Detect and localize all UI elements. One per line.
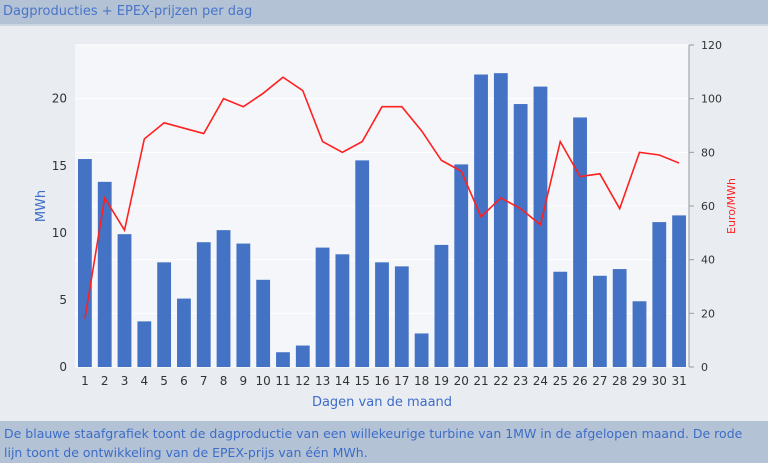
x-tick-label: 22 — [493, 374, 508, 388]
y-tick-label: 0 — [59, 360, 67, 374]
x-tick-label: 9 — [240, 374, 248, 388]
x-tick-label: 31 — [671, 374, 686, 388]
x-tick-label: 30 — [652, 374, 667, 388]
y2-tick-label: 80 — [701, 146, 715, 159]
y2-tick-label: 60 — [701, 200, 715, 213]
x-tick-label: 7 — [200, 374, 208, 388]
x-tick-label: 13 — [315, 374, 330, 388]
bar-day-29 — [632, 301, 647, 367]
x-tick-label: 23 — [513, 374, 528, 388]
x-tick-label: 5 — [160, 374, 168, 388]
y2-tick-label: 100 — [701, 93, 722, 106]
x-tick-label: 29 — [632, 374, 647, 388]
bar-day-27 — [592, 275, 607, 367]
x-tick-label: 15 — [355, 374, 370, 388]
x-tick-label: 28 — [612, 374, 627, 388]
y2-tick-label: 120 — [701, 39, 722, 52]
chart-description: De blauwe staafgrafiek toont de dagprodu… — [0, 421, 768, 463]
bar-day-9 — [236, 243, 251, 367]
bar-day-1 — [78, 159, 92, 367]
x-tick-label: 10 — [256, 374, 271, 388]
y-tick-label: 5 — [59, 293, 67, 307]
bar-day-26 — [573, 117, 587, 367]
bar-day-20 — [454, 164, 469, 367]
bar-day-30 — [652, 222, 667, 367]
bar-day-7 — [196, 242, 211, 367]
bar-day-6 — [177, 298, 191, 367]
bar-day-11 — [276, 352, 290, 367]
bar-day-15 — [355, 160, 370, 367]
bar-day-28 — [612, 269, 627, 367]
bar-day-22 — [493, 73, 508, 368]
x-tick-label: 27 — [592, 374, 607, 388]
bar-day-14 — [335, 254, 350, 367]
x-tick-label: 25 — [553, 374, 568, 388]
y-axis-label: MWh — [34, 190, 49, 222]
y2-tick-label: 0 — [701, 361, 708, 374]
x-tick-label: 14 — [335, 374, 350, 388]
bar-day-4 — [137, 321, 152, 367]
x-tick-label: 11 — [275, 374, 290, 388]
x-tick-label: 6 — [180, 374, 188, 388]
bar-day-12 — [295, 345, 310, 367]
y2-axis-label: Euro/MWh — [725, 178, 738, 234]
y2-tick-label: 20 — [701, 307, 715, 320]
bar-day-23 — [513, 104, 528, 368]
bar-day-31 — [672, 215, 686, 367]
x-tick-label: 3 — [121, 374, 129, 388]
x-tick-label: 21 — [473, 374, 488, 388]
x-tick-label: 20 — [454, 374, 469, 388]
y2-tick-label: 40 — [701, 254, 715, 267]
bar-day-3 — [117, 234, 132, 367]
bar-day-17 — [394, 266, 409, 367]
y-tick-label: 10 — [52, 226, 67, 240]
bar-day-19 — [434, 244, 449, 367]
x-axis-label: Dagen van de maand — [312, 395, 452, 410]
bar-day-24 — [533, 86, 548, 367]
x-tick-label: 19 — [434, 374, 449, 388]
x-tick-label: 12 — [295, 374, 310, 388]
y-tick-label: 15 — [52, 159, 67, 173]
chart-header-title: Dagproducties + EPEX-prijzen per dag — [3, 4, 253, 19]
x-tick-label: 2 — [101, 374, 109, 388]
bar-day-5 — [157, 262, 172, 367]
chart-header: Dagproducties + EPEX-prijzen per dag — [0, 0, 768, 26]
x-tick-label: 17 — [394, 374, 409, 388]
x-tick-label: 26 — [572, 374, 587, 388]
bar-day-21 — [474, 74, 488, 367]
x-tick-label: 1 — [81, 374, 89, 388]
x-tick-label: 24 — [533, 374, 548, 388]
x-tick-label: 4 — [141, 374, 149, 388]
x-tick-label: 16 — [374, 374, 389, 388]
bar-day-16 — [375, 262, 389, 367]
x-tick-label: 18 — [414, 374, 429, 388]
bar-day-18 — [414, 333, 429, 367]
y-tick-label: 20 — [52, 92, 67, 106]
bar-day-2 — [97, 181, 112, 367]
bar-day-13 — [315, 247, 330, 367]
x-tick-label: 8 — [220, 374, 228, 388]
bar-day-25 — [553, 271, 568, 367]
bar-day-8 — [216, 230, 231, 367]
bar-day-10 — [256, 279, 271, 367]
